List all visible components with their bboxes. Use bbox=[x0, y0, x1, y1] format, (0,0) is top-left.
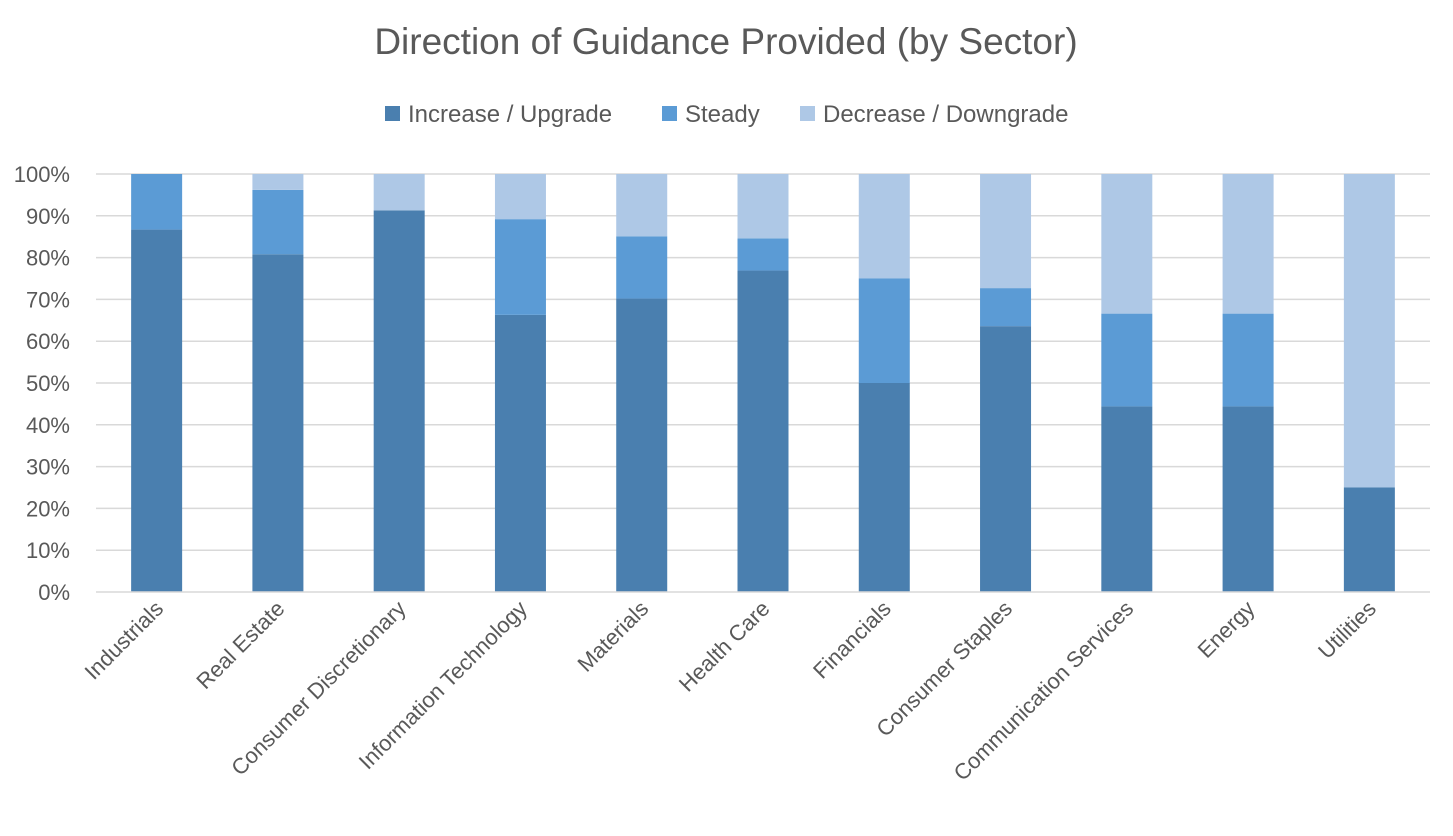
bar-segment-increase bbox=[737, 270, 789, 592]
bar-segment-decrease bbox=[737, 174, 789, 239]
bar-segment-increase bbox=[1222, 406, 1274, 592]
legend-item-increase: Increase / Upgrade bbox=[385, 101, 612, 128]
bar-segment-increase bbox=[494, 314, 546, 592]
legend-swatch-decrease bbox=[800, 106, 815, 121]
bar-segment-steady bbox=[616, 236, 668, 299]
legend-swatch-steady bbox=[662, 106, 677, 121]
bar-segment-decrease bbox=[616, 174, 668, 237]
y-tick-label: 10% bbox=[26, 538, 70, 563]
bar-segment-steady bbox=[1101, 313, 1153, 407]
x-tick-label: Health Care bbox=[674, 596, 775, 697]
bars bbox=[131, 174, 1395, 593]
bar-segment-decrease bbox=[252, 174, 304, 190]
bar-segment-decrease bbox=[1343, 174, 1395, 488]
y-tick-label: 0% bbox=[38, 580, 70, 605]
chart-title: Direction of Guidance Provided (by Secto… bbox=[374, 21, 1077, 62]
bar-segment-increase bbox=[373, 210, 425, 592]
legend: Increase / Upgrade Steady Decrease / Dow… bbox=[385, 101, 1068, 128]
bar-segment-steady bbox=[737, 238, 789, 271]
bar-segment-steady bbox=[131, 174, 183, 230]
y-tick-label: 50% bbox=[26, 371, 70, 396]
bar-segment-increase bbox=[616, 298, 668, 592]
y-tick-label: 60% bbox=[26, 329, 70, 354]
bar-segment-decrease bbox=[1222, 174, 1274, 314]
y-tick-label: 70% bbox=[26, 287, 70, 312]
bar-segment-steady bbox=[1222, 313, 1274, 407]
y-tick-label: 30% bbox=[26, 455, 70, 480]
x-tick-label: Utilities bbox=[1313, 596, 1381, 664]
legend-item-steady: Steady bbox=[662, 101, 760, 128]
y-tick-label: 80% bbox=[26, 246, 70, 271]
bar-segment-increase bbox=[1101, 406, 1153, 592]
bar-segment-increase bbox=[980, 326, 1032, 592]
bar-segment-steady bbox=[494, 219, 546, 315]
legend-swatch-increase bbox=[385, 106, 400, 121]
x-tick-label: Industrials bbox=[80, 596, 169, 685]
bar-segment-decrease bbox=[494, 174, 546, 220]
legend-item-decrease: Decrease / Downgrade bbox=[800, 101, 1068, 128]
y-tick-label: 100% bbox=[14, 162, 70, 187]
bar-segment-decrease bbox=[980, 174, 1032, 289]
bar-segment-increase bbox=[858, 383, 910, 592]
legend-label-decrease: Decrease / Downgrade bbox=[823, 101, 1068, 128]
y-tick-label: 20% bbox=[26, 496, 70, 521]
bar-segment-decrease bbox=[373, 174, 425, 211]
x-tick-label: Consumer Staples bbox=[871, 596, 1017, 742]
y-axis: 0% 10% 20% 30% 40% 50% 60% 70% 80% 90% 100% bbox=[14, 162, 70, 605]
bar-segment-decrease bbox=[858, 174, 910, 279]
bar-segment-increase bbox=[1343, 487, 1395, 592]
x-tick-label: Materials bbox=[572, 596, 653, 677]
y-tick-label: 90% bbox=[26, 204, 70, 229]
x-tick-label: Energy bbox=[1193, 596, 1260, 663]
bar-segment-steady bbox=[980, 288, 1032, 327]
legend-label-steady: Steady bbox=[685, 101, 760, 128]
x-tick-label: Real Estate bbox=[191, 596, 289, 694]
bar-segment-steady bbox=[252, 189, 304, 255]
x-tick-label: Financials bbox=[808, 596, 896, 684]
bar-segment-increase bbox=[131, 229, 183, 592]
legend-label-increase: Increase / Upgrade bbox=[408, 101, 612, 128]
y-tick-label: 40% bbox=[26, 413, 70, 438]
bar-segment-increase bbox=[252, 254, 304, 593]
bar-segment-decrease bbox=[1101, 174, 1153, 314]
bar-segment-steady bbox=[858, 278, 910, 383]
